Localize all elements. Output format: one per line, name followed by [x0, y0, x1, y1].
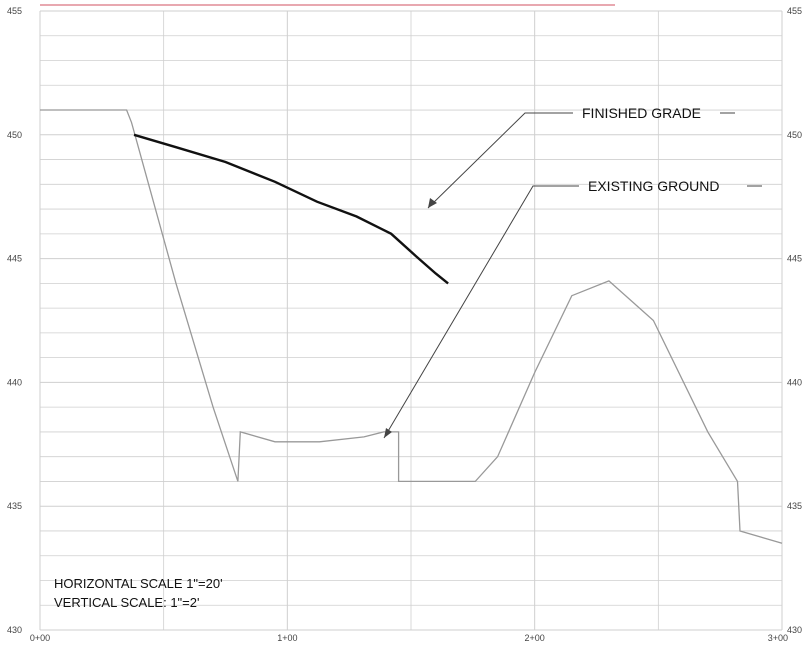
- tick-labels: 430 435 440 445 450 455 430 435 440 445 450 455 0+00…: [7, 6, 802, 643]
- finished-grade-line: [133, 133, 449, 285]
- horizontal-scale-note: HORIZONTAL SCALE 1"=20': [54, 576, 223, 591]
- y-tick-label-right: 435: [787, 501, 802, 511]
- existing-ground-leader: [383, 185, 579, 439]
- grid: [39, 10, 783, 631]
- y-tick-label-right: 430: [787, 625, 802, 635]
- y-tick-label-right: 455: [787, 6, 802, 16]
- existing-ground-label: EXISTING GROUND: [588, 178, 719, 194]
- y-tick-label-right: 445: [787, 254, 802, 264]
- finished-grade-arrowhead: [428, 198, 437, 208]
- series-layer: [40, 109, 783, 544]
- x-tick-label: 1+00: [277, 633, 297, 643]
- x-tick-label: 2+00: [525, 633, 545, 643]
- vertical-scale-note: VERTICAL SCALE: 1"=2': [54, 595, 199, 610]
- existing-ground-arrowhead: [384, 428, 392, 438]
- x-tick-label: 3+00: [768, 633, 788, 643]
- finished-grade-label: FINISHED GRADE: [582, 105, 701, 121]
- y-tick-label-left: 450: [7, 130, 22, 140]
- annotation-leaders: [383, 112, 762, 439]
- y-tick-label-left: 445: [7, 254, 22, 264]
- x-tick-label: 0+00: [30, 633, 50, 643]
- y-tick-label-left: 440: [7, 377, 22, 387]
- y-tick-label-left: 435: [7, 501, 22, 511]
- y-tick-label-left: 455: [7, 6, 22, 16]
- existing-ground-line: [40, 109, 783, 544]
- y-tick-label-right: 440: [787, 377, 802, 387]
- finished-grade-leader: [427, 112, 573, 209]
- y-tick-label-right: 450: [787, 130, 802, 140]
- y-tick-label-left: 430: [7, 625, 22, 635]
